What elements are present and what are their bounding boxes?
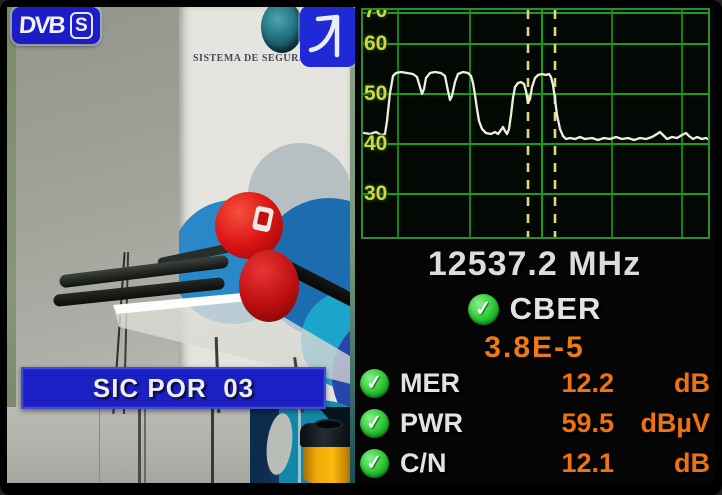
cber-value: 3.8E-5 [484, 331, 585, 364]
frequency-readout: 12537.2 MHz [427, 244, 642, 283]
podium-front [7, 407, 250, 483]
measurements-panel: 70 60 50 40 30 12537.2 MHz ✓ CBER 3.8E-5 ✓ M… [355, 7, 714, 483]
measurement-unit: dB [674, 447, 710, 478]
mic-windscreen-red [215, 192, 283, 259]
banner-emblem [261, 7, 303, 53]
canister-cap [314, 419, 343, 430]
canister-body [303, 443, 354, 483]
y-axis-tick: 30 [364, 182, 388, 205]
channel-banner: SIC POR 03 [21, 367, 326, 409]
measurement-rows: ✓ MER 12.2 dB ✓ PWR 59.5 dBµV ✓ C/N 12.1… [355, 363, 714, 483]
y-axis-tick: 50 [364, 82, 388, 105]
dvb-logo-text: DVB [18, 11, 65, 39]
measurement-value: 12.2 [561, 367, 614, 398]
light-edge-line [298, 407, 301, 483]
y-axis-tick: 40 [364, 132, 388, 155]
satellite-dish-icon [300, 7, 355, 67]
measurement-label: C/N [400, 447, 447, 478]
ok-check-icon: ✓ [360, 368, 389, 398]
measurement-label: MER [400, 367, 460, 398]
banner-text: SISTEMA DE SEGURA [193, 53, 307, 64]
cber-label: CBER [509, 291, 602, 326]
dvb-s-letter: S [69, 12, 93, 39]
measurement-row: ✓ MER 12.2 dB [355, 363, 714, 403]
y-axis-tick: 70 [364, 8, 388, 22]
video-right-edge [350, 7, 355, 483]
screen-content: SISTEMA DE SEGURA A [7, 7, 714, 483]
video-feed: SISTEMA DE SEGURA A [7, 7, 355, 483]
measurement-value: 59.5 [561, 407, 614, 438]
y-axis-tick: 60 [364, 32, 388, 55]
measurement-label: PWR [400, 407, 463, 438]
yellow-canister [300, 419, 355, 483]
channel-label: SIC POR 03 [92, 372, 255, 403]
ok-check-icon: ✓ [360, 408, 389, 438]
podium-seam [99, 407, 100, 483]
mic-windscreen-red [239, 250, 299, 322]
measurement-unit: dBµV [640, 407, 710, 438]
spectrum-plot [363, 10, 708, 237]
spectrum-graph: 70 60 50 40 30 [361, 8, 710, 239]
ok-check-icon: ✓ [360, 448, 389, 478]
podium-seam [211, 407, 214, 483]
measurement-value: 12.1 [561, 447, 614, 478]
podium-seam [138, 407, 141, 483]
measurement-row: ✓ PWR 59.5 dBµV [355, 403, 714, 443]
podium-seam [144, 407, 146, 483]
dvb-s-badge: DVB S [12, 7, 100, 44]
video-bottom-right [247, 407, 355, 483]
cber-row: ✓ CBER [355, 290, 714, 328]
lock-check-icon: ✓ [467, 293, 499, 325]
wall-edge [7, 7, 16, 483]
measurement-row: ✓ C/N 12.1 dB [355, 443, 714, 483]
measurement-unit: dB [674, 367, 710, 398]
